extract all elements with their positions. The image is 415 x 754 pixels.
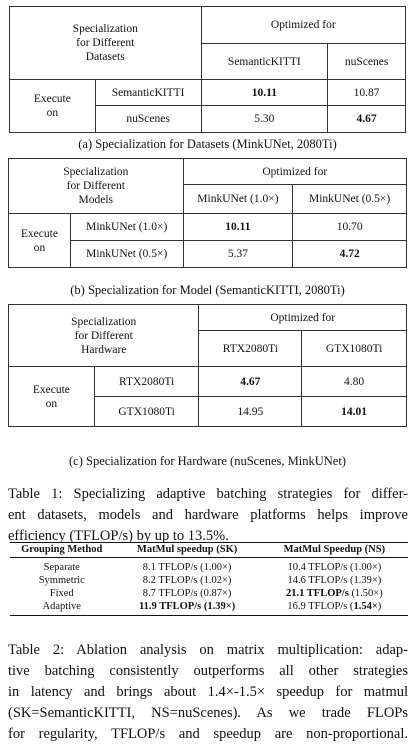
table-c-row1-label: RTX2080Ti (93, 366, 200, 397)
table-c-row1-v2: 4.80 (301, 366, 407, 397)
table-2-header-method: Grouping Method (10, 542, 114, 558)
table-2-sk: 8.1 TFLOP/s (1.00×) (142, 562, 232, 573)
table-c-row2-v1: 14.95 (198, 396, 303, 427)
table-a: Specialization for Different Datasets Op… (9, 6, 406, 133)
table-c-col2: GTX1080Ti (301, 330, 407, 367)
table-2-sk-bold: 11.9 TFLOP/s (1.39×) (138, 601, 236, 612)
table-c-row2-v2: 14.01 (301, 396, 407, 427)
table1-caption-line: Table 1: Specializing adaptive batching … (8, 486, 408, 502)
table2-caption-line: in latency and brings about 1.4×-1.5× sp… (8, 684, 408, 700)
table-2-ns-rest: (1.50×) (348, 588, 383, 599)
table-c-row1-v1: 4.67 (198, 366, 303, 397)
table-2-method: Fixed (49, 588, 74, 599)
table1-caption-line: ent datasets, models and hardware platfo… (8, 507, 408, 523)
table-a-row1-label: SemanticKITTI (94, 79, 202, 106)
table-2-header-sk: MatMul speedup (SK) (113, 542, 261, 558)
table-2-sk: 8.2 TFLOP/s (1.02×) (142, 575, 232, 586)
table-b-execute-on: Execute on (8, 213, 71, 268)
table-a-execute-on: Execute on (9, 79, 96, 133)
table-2-ns: 14.6 TFLOP/s (1.39×) (287, 575, 382, 586)
table-b-optimized-for: Optimized for (182, 158, 408, 185)
table-a-header-left: Specialization for Different Datasets (9, 6, 202, 80)
table-c-col1: RTX2080Ti (198, 330, 303, 367)
table-b-caption: (b) Specialization for Model (SemanticKI… (70, 283, 345, 297)
table-2-ns-post: ) (377, 601, 382, 612)
table-2-ns-bold: 21.1 TFLOP/s (285, 588, 349, 599)
table-2-header-ns: MatMul Speedup (NS) (260, 542, 408, 558)
table-2-sk: 11.9 TFLOP/s (1.39×) (113, 600, 261, 616)
table-a-row2-v2: 4.67 (327, 105, 406, 133)
table-b-header-left: Specialization for Different Models (8, 158, 184, 214)
table-row: Fixed 8.7 TFLOP/s (0.87×) 21.1 TFLOP/s (… (10, 587, 408, 600)
table-2-ns-bold: 1.54× (353, 601, 378, 612)
table-2: Grouping Method MatMul speedup (SK) MatM… (10, 542, 408, 616)
table-b-col2: MinkUNet (0.5×) (292, 184, 407, 214)
table-2-ns: 16.9 TFLOP/s (1.54×) (260, 600, 408, 616)
table-b: Specialization for Different Models Opti… (8, 158, 408, 268)
table-c-header-left: Specialization for Different Hardware (7, 304, 200, 367)
table2-caption-line: Table 2: Ablation analysis on matrix mul… (8, 642, 408, 658)
table-c-caption: (c) Specialization for Hardware (nuScene… (69, 454, 346, 468)
table-a-row1-v2: 10.87 (327, 79, 406, 106)
table-c-optimized-for: Optimized for (198, 304, 407, 331)
table-2-ns: 10.4 TFLOP/s (1.00×) (287, 562, 382, 573)
table-a-caption: (a) Specialization for Datasets (MinkUNe… (78, 137, 337, 151)
table-b-col1: MinkUNet (1.0×) (182, 184, 294, 214)
table-2-ns: 21.1 TFLOP/s (1.50×) (261, 587, 408, 600)
table2-caption-line: (SK=SemanticKITTI, NS=nuScenes). As we t… (8, 705, 408, 721)
table-row: Separate 8.1 TFLOP/s (1.00×) 10.4 TFLOP/… (10, 558, 408, 575)
table-2-header: Grouping Method MatMul speedup (SK) MatM… (10, 542, 408, 558)
table-c: Specialization for Different Hardware Op… (7, 304, 407, 427)
table-c-execute-on: Execute on (8, 366, 95, 427)
table-b-row1-label: MinkUNet (1.0×) (69, 213, 184, 241)
table1-caption-line: efficiency (TFLOP/s) by up to 13.5%. (8, 528, 229, 544)
table2-caption: Table 2: Ablation analysis on matrix mul… (8, 640, 408, 745)
table-b-row2-label: MinkUNet (0.5×) (69, 240, 184, 268)
table2-caption-line: tive batching consistently outperforms a… (8, 663, 408, 679)
table-a-row2-label: nuScenes (94, 105, 202, 133)
table-b-row1-v1: 10.11 (182, 213, 294, 241)
table-2-method: Adaptive (10, 600, 114, 616)
table-2-method: Separate (43, 562, 80, 573)
table-row: Symmetric 8.2 TFLOP/s (1.02×) 14.6 TFLOP… (10, 574, 408, 587)
table-b-row1-v2: 10.70 (292, 213, 407, 241)
table-a-row1-v1: 10.11 (200, 79, 329, 106)
table-a-optimized-for: Optimized for (200, 6, 406, 44)
table-a-row2-v1: 5.30 (200, 105, 329, 133)
table-b-row2-v2: 4.72 (292, 240, 407, 268)
table-c-row2-label: GTX1080Ti (93, 396, 200, 427)
table-a-col2: nuScenes (327, 43, 406, 80)
table-2-method: Symmetric (38, 575, 85, 586)
table-row: Adaptive 11.9 TFLOP/s (1.39×) 16.9 TFLOP… (10, 600, 408, 616)
table1-caption: Table 1: Specializing adaptive batching … (8, 484, 408, 547)
table-a-col1: SemanticKITTI (200, 43, 329, 80)
table-b-row2-v1: 5.37 (182, 240, 294, 268)
table-2-sk: 8.7 TFLOP/s (0.87×) (142, 588, 232, 599)
table2-caption-line: for regularity, TFLOP/s and speedup are … (8, 726, 408, 742)
table-2-ns-pre: 16.9 TFLOP/s ( (287, 601, 354, 612)
